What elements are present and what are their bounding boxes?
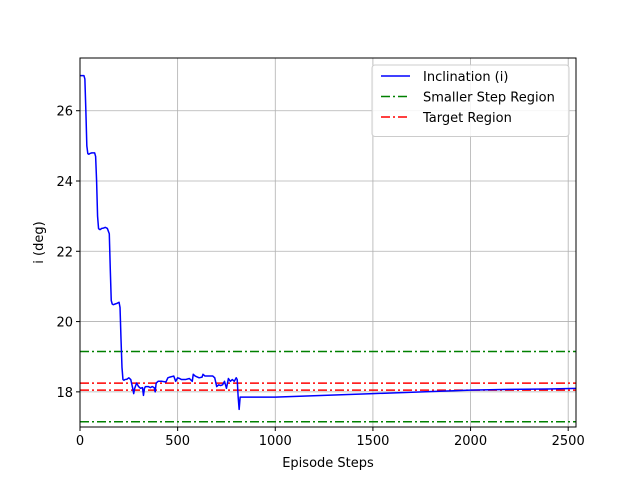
y-tick-label: 18 [56,386,73,401]
legend-label: Inclination (i) [423,70,508,85]
y-tick-label: 24 [56,175,73,190]
legend-label: Smaller Step Region [423,91,555,106]
x-tick-label: 2500 [552,434,585,449]
plot-frame [79,57,577,428]
series-lines [80,74,577,411]
x-tick-label: 2000 [454,434,487,449]
y-tick-label: 26 [56,105,73,120]
legend-label: Target Region [422,111,512,126]
legend: Inclination (i) Smaller Step Region Target… [371,64,570,137]
x-tick-label: 1000 [259,434,292,449]
x-axis-label: Episode Steps [282,456,374,471]
x-tick-label: 500 [165,434,190,449]
inclination-line [80,74,577,411]
y-tick-label: 22 [56,245,73,260]
x-tick-label: 1500 [356,434,389,449]
y-tick-label: 20 [56,316,73,331]
legend-box [371,64,570,137]
y-axis-label: i (deg) [32,221,47,263]
x-tick-label: 0 [76,434,84,449]
axis-ticks: 0 500 1000 1500 2000 2500 18 20 22 24 26 [56,105,584,449]
